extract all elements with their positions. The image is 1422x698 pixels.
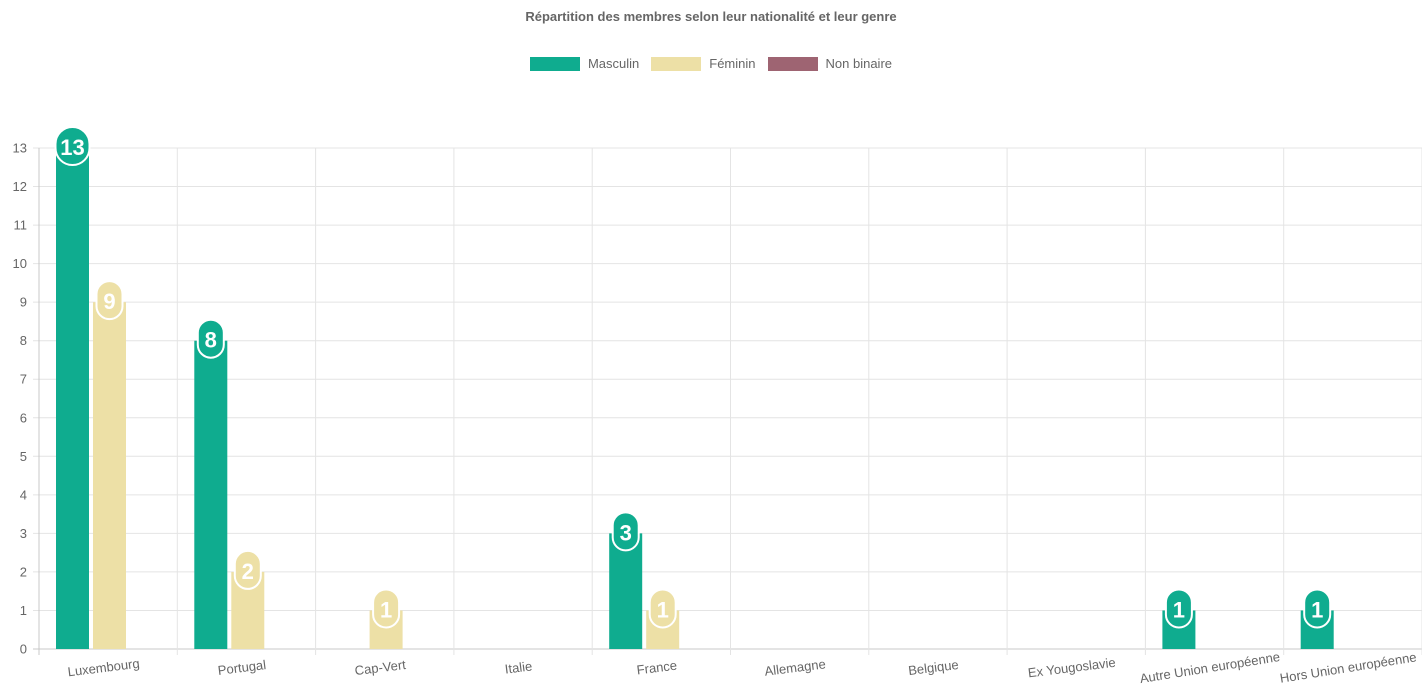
legend-swatch-non-binaire [767,56,818,71]
chart-title: Répartition des membres selon leur natio… [525,9,897,24]
data-label-bubble [611,511,640,552]
x-tick-label: Hors Union européenne [1279,649,1418,685]
y-tick-label: 0 [20,642,27,657]
legend-label-feminin: Féminin [709,56,756,71]
x-tick-label: Allemagne [764,656,827,678]
y-tick-label: 7 [20,372,27,387]
bar [609,533,643,649]
y-tick-label: 6 [20,410,27,425]
bar [194,340,228,649]
data-label-bubble [1303,588,1332,629]
y-tick-label: 10 [13,256,27,271]
y-tick-label: 12 [13,179,27,194]
data-label: 1 [380,597,392,622]
x-tick-label: Ex Yougoslavie [1027,655,1116,681]
legend-item-masculin[interactable]: Masculin [529,56,640,71]
data-label-bubble [372,588,401,629]
data-label: 13 [60,135,84,160]
legend: Masculin Féminin Non binaire [0,56,1422,71]
y-tick-label: 8 [20,333,27,348]
data-label: 1 [1311,597,1323,622]
y-tick-label: 1 [20,603,27,618]
x-tick-label: Autre Union européenne [1139,649,1281,686]
data-label: 8 [205,328,217,353]
legend-item-non-binaire[interactable]: Non binaire [767,56,893,71]
data-label-bubble [233,549,262,590]
x-tick-label: Luxembourg [67,656,141,680]
y-tick-label: 3 [20,526,27,541]
y-tick-label: 9 [20,295,27,310]
legend-item-feminin[interactable]: Féminin [651,56,756,71]
data-label: 2 [242,559,254,584]
y-tick-label: 4 [20,487,27,502]
x-tick-label: France [636,658,678,678]
bar [56,148,89,649]
x-tick-label: Belgique [907,657,959,678]
legend-label-masculin: Masculin [587,56,640,71]
data-label-bubble [95,280,124,321]
x-tick-label: Italie [504,658,533,676]
data-label: 3 [620,520,632,545]
data-label-bubble [648,588,677,629]
data-label: 9 [103,289,115,314]
data-label-bubble [1164,588,1193,629]
data-label-bubble [196,318,225,359]
y-tick-label: 13 [13,141,27,156]
data-label: 1 [1173,597,1185,622]
legend-swatch-feminin [651,56,702,71]
x-tick-label: Portugal [217,657,267,678]
x-tick-label: Cap-Vert [354,657,407,678]
y-tick-label: 11 [14,218,28,233]
data-label-bubble [54,126,91,166]
y-tick-label: 5 [20,449,27,464]
data-label: 1 [657,597,669,622]
y-tick-label: 2 [20,564,27,579]
legend-swatch-masculin [529,56,580,71]
bar [93,302,126,649]
legend-label-non-binaire: Non binaire [825,56,893,71]
